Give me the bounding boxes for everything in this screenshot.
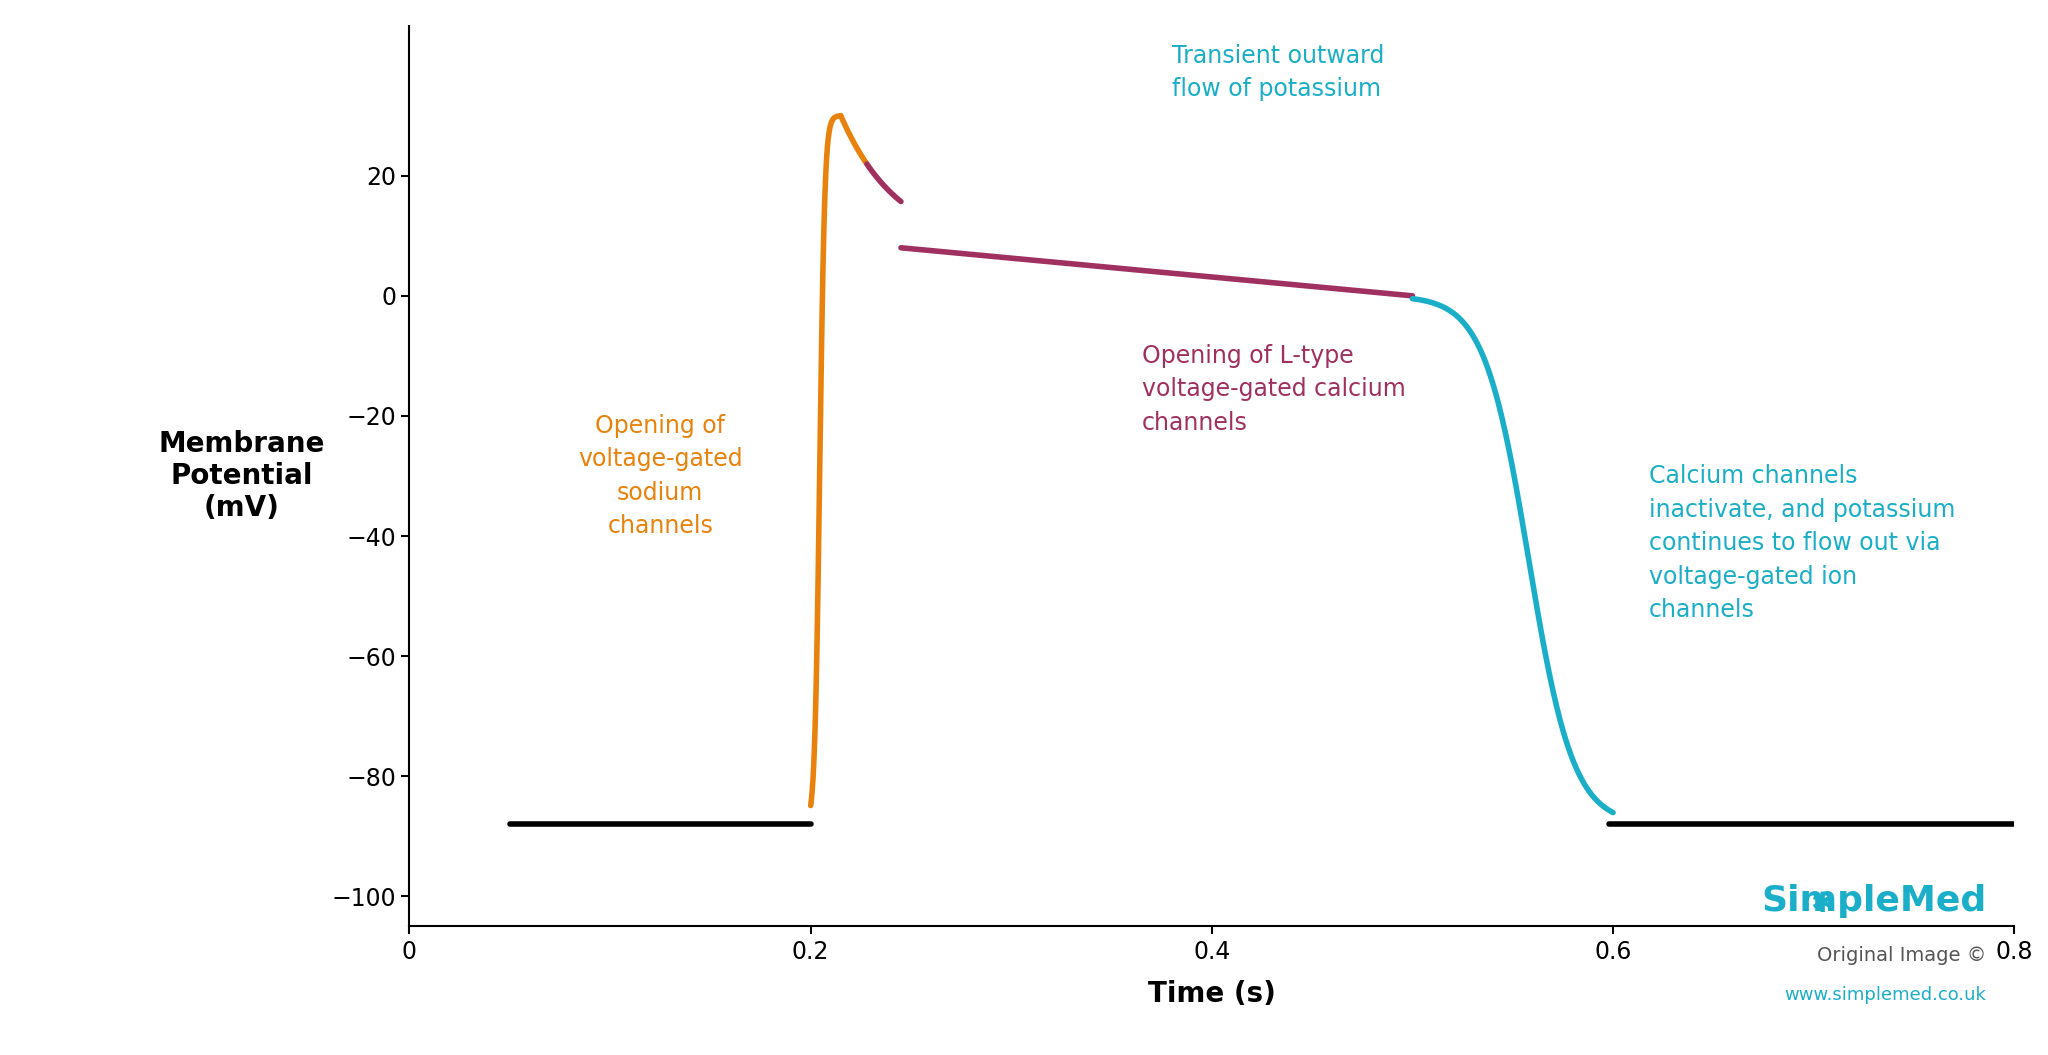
Text: Opening of
voltage-gated
sodium
channels: Opening of voltage-gated sodium channels	[578, 414, 743, 538]
Text: Opening of L-type
voltage-gated calcium
channels: Opening of L-type voltage-gated calcium …	[1141, 344, 1405, 435]
Text: ✱: ✱	[1810, 889, 1833, 918]
Text: www.simplemed.co.uk: www.simplemed.co.uk	[1784, 986, 1987, 1004]
Text: Transient outward
flow of potassium: Transient outward flow of potassium	[1171, 43, 1384, 101]
Text: Calcium channels
inactivate, and potassium
continues to flow out via
voltage-gat: Calcium channels inactivate, and potassi…	[1649, 464, 1956, 622]
X-axis label: Time (s): Time (s)	[1149, 980, 1276, 1009]
Text: Original Image ©: Original Image ©	[1817, 946, 1987, 965]
Text: SimpleMed: SimpleMed	[1761, 884, 1987, 918]
Y-axis label: Membrane
Potential
(mV): Membrane Potential (mV)	[158, 429, 326, 522]
